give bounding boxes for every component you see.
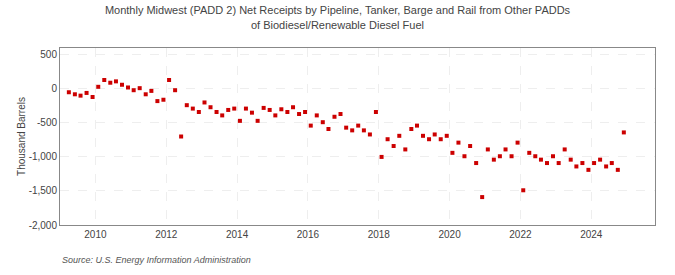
svg-text:Monthly Midwest (PADD 2) Net R: Monthly Midwest (PADD 2) Net Receipts by… (105, 4, 571, 30)
svg-text:2020: 2020 (438, 229, 461, 240)
svg-text:Source: U.S. Energy Informatio: Source: U.S. Energy Information Administ… (62, 255, 251, 265)
svg-text:-500: -500 (37, 117, 57, 128)
svg-text:2024: 2024 (580, 229, 603, 240)
svg-text:500: 500 (40, 49, 57, 60)
svg-text:-2,000: -2,000 (29, 220, 58, 231)
svg-text:Thousand Barrels: Thousand Barrels (16, 97, 27, 176)
svg-text:-1,500: -1,500 (29, 185, 58, 196)
svg-text:2016: 2016 (297, 229, 320, 240)
svg-text:2010: 2010 (84, 229, 107, 240)
svg-text:2014: 2014 (226, 229, 249, 240)
svg-text:0: 0 (51, 83, 57, 94)
svg-text:2012: 2012 (155, 229, 178, 240)
svg-text:-1,000: -1,000 (29, 151, 58, 162)
svg-text:2018: 2018 (368, 229, 391, 240)
svg-text:2022: 2022 (509, 229, 532, 240)
